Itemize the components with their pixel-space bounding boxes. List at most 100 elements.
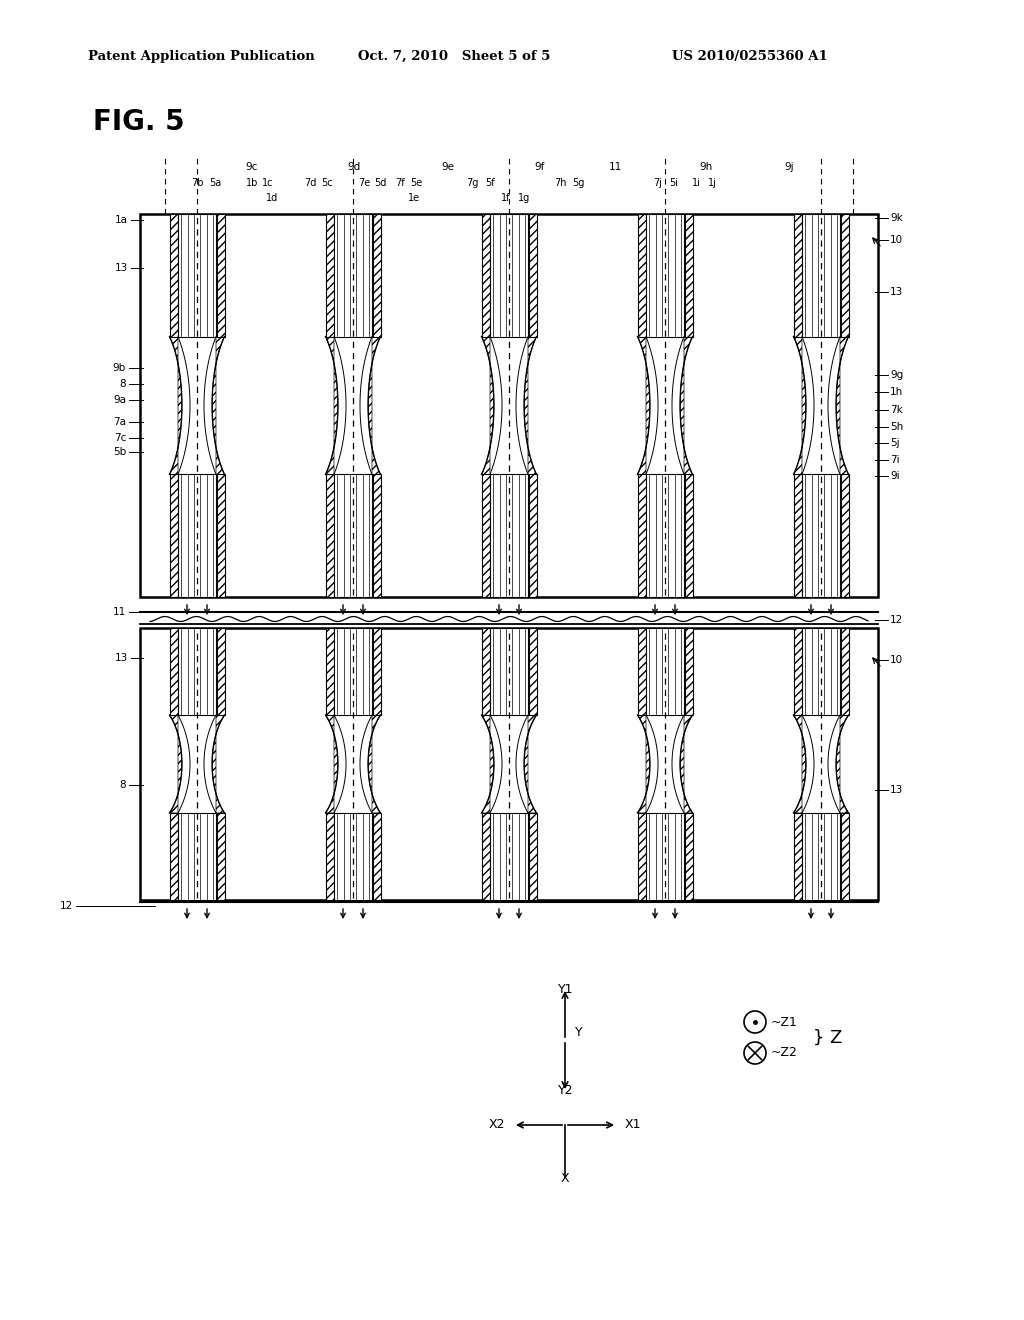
Text: 5g: 5g: [571, 178, 584, 187]
Polygon shape: [638, 715, 650, 813]
Bar: [216, 813, 224, 900]
Text: Patent Application Publication: Patent Application Publication: [88, 50, 314, 63]
Text: 1d: 1d: [266, 193, 279, 203]
Bar: [326, 628, 334, 715]
Text: X2: X2: [488, 1118, 505, 1131]
Text: Oct. 7, 2010   Sheet 5 of 5: Oct. 7, 2010 Sheet 5 of 5: [358, 50, 550, 63]
Bar: [841, 214, 849, 337]
Text: ~Z2: ~Z2: [771, 1047, 798, 1060]
Text: 1a: 1a: [115, 215, 128, 224]
Text: 5c: 5c: [322, 178, 333, 187]
Text: 9d: 9d: [347, 162, 360, 172]
Text: 9k: 9k: [890, 213, 903, 223]
Polygon shape: [170, 715, 224, 813]
Bar: [326, 214, 334, 337]
Text: Y2: Y2: [558, 1084, 573, 1097]
Polygon shape: [638, 337, 650, 474]
Text: 1b: 1b: [246, 178, 258, 187]
Bar: [140, 214, 878, 597]
Text: Y1: Y1: [558, 983, 573, 997]
Polygon shape: [170, 715, 182, 813]
Bar: [638, 214, 645, 337]
Polygon shape: [170, 337, 182, 474]
Text: 5i: 5i: [670, 178, 679, 187]
Text: 7c: 7c: [114, 433, 126, 444]
Text: 5h: 5h: [890, 422, 903, 432]
Polygon shape: [212, 337, 224, 474]
Text: 7a: 7a: [113, 417, 126, 426]
Polygon shape: [481, 715, 494, 813]
Text: US 2010/0255360 A1: US 2010/0255360 A1: [672, 50, 827, 63]
Bar: [170, 628, 177, 715]
Bar: [178, 214, 216, 337]
Bar: [684, 813, 692, 900]
Polygon shape: [837, 337, 849, 474]
Text: 1e: 1e: [408, 193, 420, 203]
Bar: [334, 813, 372, 900]
Bar: [841, 813, 849, 900]
Polygon shape: [794, 715, 806, 813]
Text: 7k: 7k: [890, 405, 903, 414]
Text: 12: 12: [59, 902, 73, 911]
Bar: [638, 628, 645, 715]
Bar: [684, 474, 692, 597]
Text: 7b: 7b: [190, 178, 203, 187]
Bar: [326, 813, 334, 900]
Text: 7j: 7j: [653, 178, 663, 187]
Polygon shape: [170, 715, 182, 813]
Polygon shape: [481, 337, 537, 474]
Polygon shape: [481, 337, 494, 474]
Text: 1g: 1g: [518, 193, 530, 203]
Bar: [841, 474, 849, 597]
Text: 7i: 7i: [890, 455, 900, 465]
Polygon shape: [326, 715, 338, 813]
Bar: [373, 474, 381, 597]
Text: 9i: 9i: [890, 471, 900, 480]
Polygon shape: [369, 715, 381, 813]
Bar: [802, 813, 840, 900]
Bar: [481, 214, 489, 337]
Text: 13: 13: [115, 653, 128, 663]
Text: 5d: 5d: [374, 178, 386, 187]
Polygon shape: [326, 715, 381, 813]
Bar: [638, 474, 645, 597]
Bar: [794, 628, 802, 715]
Text: 5a: 5a: [209, 178, 221, 187]
Polygon shape: [212, 715, 224, 813]
Bar: [802, 474, 840, 597]
Bar: [490, 628, 528, 715]
Text: 9f: 9f: [535, 162, 545, 172]
Polygon shape: [794, 715, 806, 813]
Text: X: X: [561, 1172, 569, 1185]
Bar: [178, 474, 216, 597]
Polygon shape: [680, 337, 692, 474]
Polygon shape: [326, 715, 338, 813]
Polygon shape: [794, 337, 806, 474]
Bar: [646, 813, 684, 900]
Bar: [140, 628, 878, 900]
Bar: [178, 628, 216, 715]
Text: Y: Y: [575, 1026, 583, 1039]
Bar: [170, 214, 177, 337]
Polygon shape: [170, 337, 224, 474]
Bar: [794, 813, 802, 900]
Bar: [216, 214, 224, 337]
Text: 13: 13: [890, 286, 903, 297]
Polygon shape: [369, 337, 381, 474]
Text: } Z: } Z: [813, 1028, 843, 1047]
Bar: [373, 813, 381, 900]
Polygon shape: [638, 337, 692, 474]
Bar: [326, 474, 334, 597]
Polygon shape: [638, 337, 650, 474]
Text: 11: 11: [113, 607, 126, 616]
Text: 1c: 1c: [262, 178, 273, 187]
Text: 7f: 7f: [395, 178, 404, 187]
Polygon shape: [326, 337, 338, 474]
Bar: [794, 214, 802, 337]
Bar: [170, 474, 177, 597]
Bar: [373, 628, 381, 715]
Text: 9j: 9j: [784, 162, 794, 172]
Bar: [528, 628, 537, 715]
Bar: [216, 474, 224, 597]
Text: 9b: 9b: [113, 363, 126, 374]
